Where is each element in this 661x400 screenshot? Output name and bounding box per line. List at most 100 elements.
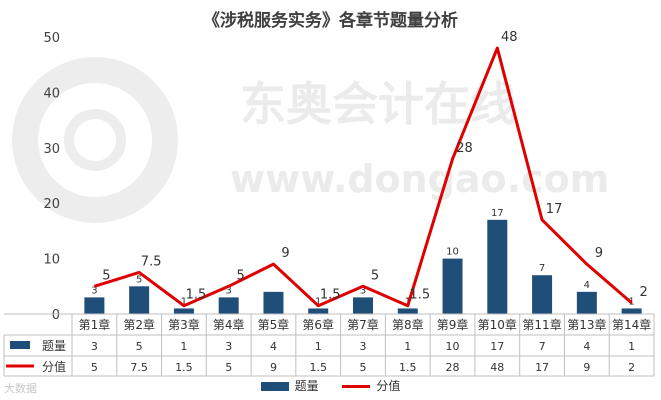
bar <box>263 291 284 314</box>
table-cell-bar: 7 <box>539 340 546 353</box>
y-tick-label: 0 <box>52 308 60 323</box>
line-data-label: 1.5 <box>186 288 207 303</box>
line-data-label: 48 <box>501 30 518 45</box>
line-data-label: 1.5 <box>320 288 341 303</box>
legend: 题量 分值 <box>0 377 661 394</box>
table-cell-line: 5 <box>360 361 367 374</box>
bar <box>397 308 418 314</box>
table-cell-bar: 10 <box>446 340 460 353</box>
table-cell-line: 5 <box>225 361 232 374</box>
table-legend-bar-swatch <box>10 341 30 349</box>
table-cell-line: 9 <box>583 361 590 374</box>
line-data-label: 5 <box>371 268 379 283</box>
table-cell-bar: 3 <box>360 340 367 353</box>
x-tick-label: 第10章 <box>478 317 517 332</box>
bar <box>621 308 642 314</box>
bar <box>532 275 553 314</box>
x-tick-label: 第11章 <box>522 317 561 332</box>
legend-item-line: 分值 <box>342 377 400 394</box>
bar-data-label: 1 <box>181 296 187 307</box>
table-cell-bar: 5 <box>136 340 143 353</box>
legend-line-swatch <box>342 385 371 388</box>
bar <box>487 219 508 314</box>
table-cell-bar: 1 <box>180 340 187 353</box>
table-cell-line: 1.5 <box>175 361 193 374</box>
x-tick-label: 第6章 <box>302 317 334 332</box>
bar-data-label: 1 <box>315 296 321 307</box>
bar-data-label: 7 <box>539 263 545 274</box>
table-cell-bar: 4 <box>583 340 590 353</box>
line-data-label: 17 <box>546 202 563 217</box>
bar <box>353 297 373 314</box>
x-tick-label: 第1章 <box>79 317 111 332</box>
bar <box>442 258 463 314</box>
bar <box>129 286 150 314</box>
footer-watermark: 大数据 <box>4 380 37 396</box>
table-cell-line: 48 <box>490 361 504 374</box>
table-cell-line: 9 <box>270 361 277 374</box>
bar-data-label: 17 <box>491 208 504 219</box>
table-cell-bar: 1 <box>628 340 635 353</box>
bar-data-label: 3 <box>91 285 97 296</box>
table-series-label: 题量 <box>42 339 66 353</box>
line-data-label: 7.5 <box>141 254 162 269</box>
bar-data-label: 3 <box>226 285 232 296</box>
table-cell-line: 17 <box>535 361 549 374</box>
table-cell-bar: 1 <box>315 340 322 353</box>
table-cell-line: 5 <box>91 361 98 374</box>
table-cell-line: 1.5 <box>399 361 417 374</box>
y-tick-label: 30 <box>43 142 60 157</box>
y-tick-label: 20 <box>43 197 60 212</box>
line-data-label: 9 <box>281 246 289 261</box>
bar-data-label: 10 <box>446 247 459 258</box>
x-tick-label: 第2章 <box>123 317 155 332</box>
table-cell-line: 7.5 <box>130 361 148 374</box>
table-cell-bar: 1 <box>404 340 411 353</box>
bar <box>84 297 105 314</box>
legend-label-bar: 题量 <box>294 379 319 393</box>
watermark-logo-center-icon <box>64 109 126 171</box>
bar <box>173 308 194 314</box>
line-data-label: 9 <box>595 246 603 261</box>
bar <box>218 297 239 314</box>
table-cell-line: 28 <box>446 361 460 374</box>
y-tick-label: 40 <box>43 86 60 101</box>
x-tick-label: 第13章 <box>567 317 606 332</box>
line-data-label: 28 <box>456 141 473 156</box>
bar <box>576 291 597 314</box>
x-tick-label: 第8章 <box>392 317 424 332</box>
x-tick-label: 第14章 <box>612 317 651 332</box>
watermark-brand: 东奥会计在线 <box>240 77 516 131</box>
y-tick-label: 50 <box>43 31 60 46</box>
table-cell-line: 2 <box>628 361 635 374</box>
bar <box>308 308 329 314</box>
table-cell-bar: 3 <box>91 340 98 353</box>
bar-data-label: 4 <box>584 280 590 291</box>
legend-item-bar: 题量 <box>260 377 319 394</box>
x-tick-label: 第7章 <box>347 317 379 332</box>
legend-label-line: 分值 <box>376 379 401 393</box>
x-tick-label: 第9章 <box>437 317 469 332</box>
x-tick-label: 第3章 <box>168 317 200 332</box>
chart-title: 《涉税服务实务》各章节题量分析 <box>203 11 458 31</box>
footer-watermark-text: 大数据 <box>4 382 37 395</box>
watermark-logo-icon <box>12 57 178 223</box>
table-series-label: 分值 <box>42 359 66 374</box>
line-data-label: 5 <box>237 268 245 283</box>
line-data-label: 2 <box>639 285 647 300</box>
table-cell-bar: 3 <box>225 340 232 353</box>
y-axis: 0 10 20 30 40 50 <box>43 31 60 323</box>
bar-data-label: 3 <box>360 285 366 296</box>
table-cell-bar: 17 <box>490 340 504 353</box>
watermark-url: www.dongao.com <box>230 157 609 201</box>
table-cell-line: 1.5 <box>309 361 327 374</box>
x-tick-label: 第4章 <box>213 317 245 332</box>
y-tick-label: 10 <box>43 253 60 268</box>
bar-data-label: 5 <box>136 274 142 285</box>
line-data-label: 1.5 <box>409 288 430 303</box>
